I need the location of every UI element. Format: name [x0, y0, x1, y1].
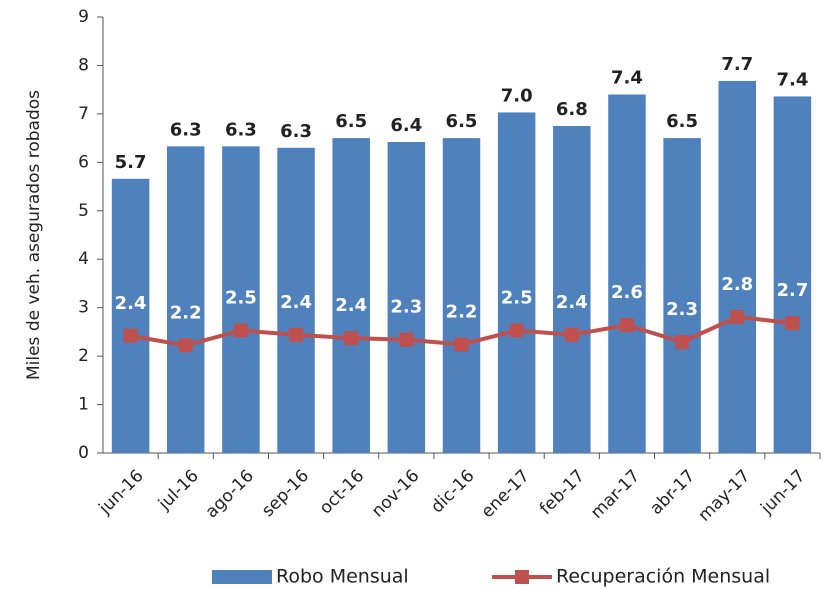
bar: [497, 112, 536, 454]
x-tick-label: nov-16: [368, 466, 424, 522]
line-value-label: 2.5: [501, 287, 533, 308]
x-tick-label: oct-16: [316, 466, 368, 518]
x-tick-label: jul-16: [154, 466, 203, 515]
bar: [442, 138, 481, 453]
bar: [222, 146, 260, 453]
y-tick-label: 7: [78, 104, 89, 124]
legend-swatch: [212, 570, 272, 584]
bar: [773, 96, 812, 454]
line-value-label: 2.6: [611, 282, 643, 303]
bar: [332, 138, 370, 453]
y-tick-label: 9: [78, 7, 89, 27]
bar-value-label: 6.3: [225, 119, 257, 140]
line-marker: [509, 323, 524, 338]
bar: [166, 146, 205, 453]
bar: [277, 147, 315, 454]
line-marker: [123, 328, 138, 343]
legend-label: Recuperación Mensual: [556, 566, 770, 588]
line-value-label: 2.5: [225, 287, 257, 308]
bar: [387, 141, 426, 453]
y-tick-label: 5: [78, 201, 89, 221]
y-tick-label: 4: [78, 249, 89, 269]
bar-value-label: 6.3: [170, 119, 202, 140]
line-marker: [785, 316, 800, 331]
legend-label: Robo Mensual: [276, 566, 409, 588]
bar-value-label: 6.3: [280, 121, 312, 142]
line-marker: [564, 327, 579, 342]
line-value-label: 2.4: [115, 293, 147, 314]
bar: [718, 80, 757, 454]
line-marker: [399, 332, 414, 347]
bar-value-label: 6.5: [666, 111, 698, 132]
line-marker: [730, 309, 745, 324]
x-tick-label: sep-16: [258, 466, 313, 521]
line-value-label: 2.7: [776, 280, 808, 301]
y-axis-label: Miles de veh. asegurados robados: [24, 90, 44, 380]
y-tick-label: 0: [78, 443, 89, 463]
bar-value-label: 7.4: [611, 68, 643, 89]
bar-value-label: 6.8: [556, 99, 588, 120]
x-tick-label: dic-16: [427, 466, 478, 517]
line-marker: [289, 327, 304, 342]
y-tick-label: 8: [78, 55, 89, 75]
line-marker: [344, 331, 359, 346]
y-tick-label: 6: [78, 152, 89, 172]
bar-value-label: 6.5: [335, 111, 367, 132]
line-value-label: 2.2: [170, 302, 202, 323]
line-marker: [619, 318, 634, 333]
bar-value-label: 5.7: [115, 152, 147, 173]
x-tick-label: abr-17: [646, 466, 699, 519]
bar: [608, 94, 646, 453]
x-tick-label: ago-16: [202, 466, 258, 522]
bar: [111, 178, 150, 453]
bar-value-label: 7.0: [501, 85, 533, 106]
legend-marker: [515, 570, 529, 584]
y-tick-label: 3: [78, 298, 89, 318]
x-tick-label: jun-16: [95, 466, 148, 519]
y-tick-label: 1: [78, 395, 89, 415]
line-value-label: 2.8: [721, 274, 753, 295]
bar-value-label: 6.4: [390, 115, 422, 136]
line-marker: [178, 338, 193, 353]
line-value-label: 2.2: [446, 301, 478, 322]
bar-value-label: 7.7: [721, 54, 753, 75]
y-tick-label: 2: [78, 346, 89, 366]
line-marker: [454, 337, 469, 352]
bar: [553, 126, 591, 453]
bar: [663, 138, 701, 453]
x-tick-label: jun-17: [756, 466, 809, 519]
bar-value-label: 7.4: [776, 69, 808, 90]
line-value-label: 2.4: [556, 292, 588, 313]
bar-value-label: 6.5: [446, 111, 478, 132]
x-tick-label: ene-17: [478, 466, 534, 522]
line-value-label: 2.4: [280, 292, 312, 313]
line-value-label: 2.4: [335, 295, 367, 316]
x-tick-label: may-17: [695, 466, 755, 526]
line-marker: [675, 335, 690, 350]
line-marker: [233, 323, 248, 338]
line-value-label: 2.3: [390, 297, 422, 318]
x-tick-label: mar-17: [587, 466, 644, 523]
line-value-label: 2.3: [666, 299, 698, 320]
x-tick-label: feb-17: [536, 466, 589, 519]
